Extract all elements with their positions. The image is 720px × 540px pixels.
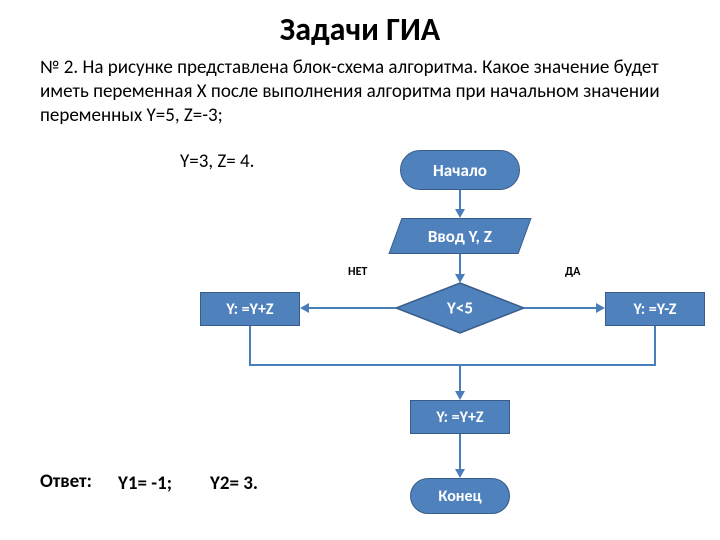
arrow-merge-end [459, 434, 461, 470]
arrowhead-dec-right [596, 303, 605, 313]
arrow-input-decision [459, 254, 461, 275]
node-start-label: Начало [433, 160, 487, 181]
arrow-right-down [654, 326, 656, 366]
answer-label: Ответ: [40, 470, 92, 493]
arrow-dec-right [524, 307, 597, 309]
node-input: Ввод Y, Z [388, 218, 531, 254]
node-right-label: Y: =Y-Z [634, 300, 677, 319]
node-end: Конец [410, 478, 510, 514]
params-text: Y=3, Z= 4. [180, 150, 254, 173]
node-merge-label: Y: =Y+Z [436, 408, 483, 427]
arrowhead-end [455, 469, 465, 478]
arrow-start-input [459, 190, 461, 210]
node-decision: Y<5 [395, 282, 525, 334]
branch-yes: ДА [565, 265, 580, 279]
page-title: Задачи ГИА [0, 10, 720, 49]
answer-2: Y2= 3. [210, 472, 258, 495]
node-start: Начало [400, 150, 520, 190]
node-decision-label: Y<5 [395, 298, 525, 319]
answer-1: Y1= -1; [118, 472, 172, 495]
arrow-merge-down [459, 364, 461, 392]
arrow-left-across [249, 364, 460, 366]
problem-text: № 2. На рисунке представлена блок-схема … [40, 56, 680, 127]
arrowhead-start-input [455, 209, 465, 218]
arrowhead-merge [455, 391, 465, 400]
node-left: Y: =Y+Z [200, 292, 300, 326]
node-input-label: Ввод Y, Z [428, 226, 492, 247]
arrowhead-dec-left [300, 303, 309, 313]
node-left-label: Y: =Y+Z [226, 300, 273, 319]
node-merge: Y: =Y+Z [410, 400, 510, 434]
arrow-dec-left [309, 307, 396, 309]
arrow-right-across [460, 364, 656, 366]
branch-no: НЕТ [348, 265, 367, 279]
arrow-left-down [249, 326, 251, 366]
arrowhead-input-decision [455, 274, 465, 283]
node-end-label: Конец [438, 487, 481, 506]
node-right: Y: =Y-Z [605, 292, 705, 326]
